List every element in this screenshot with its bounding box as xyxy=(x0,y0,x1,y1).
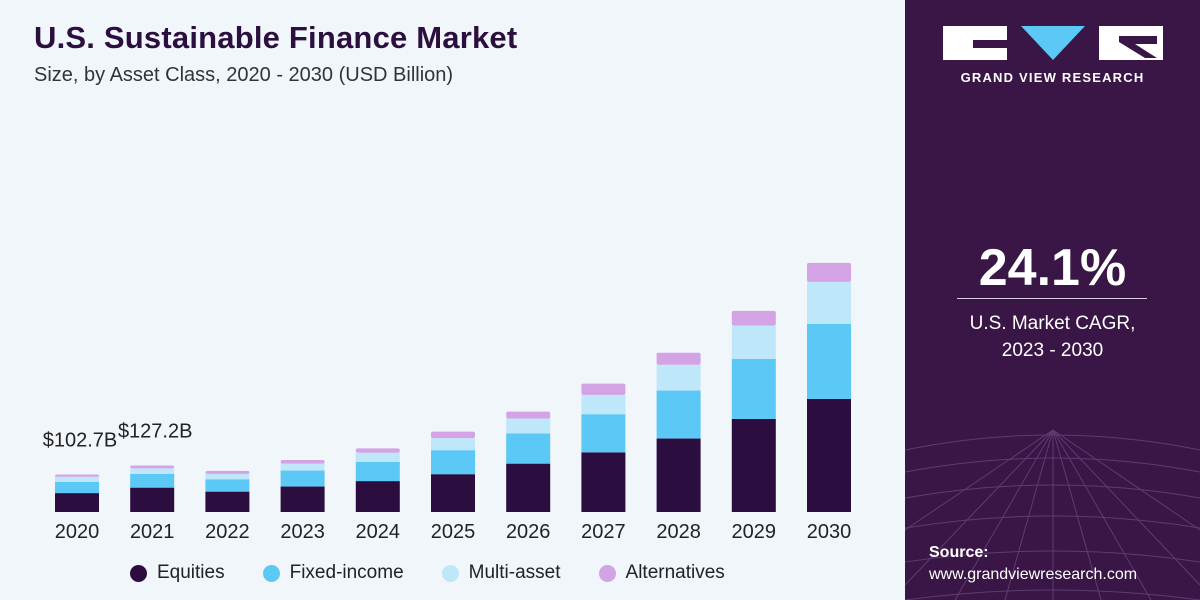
bar-2027-multi-asset xyxy=(581,394,626,415)
bar-2022-multi-asset xyxy=(205,473,250,480)
x-tick-label-2030: 2030 xyxy=(807,521,852,543)
x-tick-label-2025: 2025 xyxy=(431,521,476,543)
legend-label-equities: Equities xyxy=(157,562,225,583)
data-label-2020: $102.7B xyxy=(43,430,118,452)
bar-2021-fixed-income xyxy=(130,473,175,488)
bar-2029-alternatives xyxy=(731,310,776,326)
bar-2022-alternatives xyxy=(205,470,250,474)
cagr-label-line2: 2023 - 2030 xyxy=(1001,340,1104,361)
stacked-bar-chart: 2020 2021 2022 2023 2024 2025 2026 2027 2028 2029… xyxy=(43,262,852,543)
x-tick-label-2028: 2028 xyxy=(656,521,701,543)
bar-2025-equities xyxy=(431,474,475,512)
x-tick-label-2026: 2026 xyxy=(506,521,551,543)
bar-2021-alternatives xyxy=(130,465,175,469)
bar-2028-equities xyxy=(656,438,701,512)
bar-2021-multi-asset xyxy=(130,468,175,474)
cagr-value: 24.1% xyxy=(978,239,1127,297)
bar-2025-alternatives xyxy=(431,431,475,439)
bar-2026-fixed-income xyxy=(506,433,551,464)
bar-2029-fixed-income xyxy=(731,358,776,419)
legend-label-fixed-income: Fixed-income xyxy=(289,562,404,583)
side-panel: GRAND VIEW RESEARCH 24.1% U.S. Market CA… xyxy=(905,0,1200,600)
cagr-label: U.S. Market CAGR, 2023 - 2030 xyxy=(905,310,1200,364)
bar-2023-multi-asset xyxy=(280,463,325,471)
bar-2020-fixed-income xyxy=(55,481,99,494)
bar-2024-equities xyxy=(355,481,400,512)
x-tick-label-2027: 2027 xyxy=(581,521,626,543)
bar-2028-alternatives xyxy=(656,352,701,365)
bar-2021-equities xyxy=(130,487,175,512)
legend-swatch-fixed-income xyxy=(262,564,280,582)
legend-item-alternatives: Alternatives xyxy=(598,562,725,584)
legend-swatch-multi-asset xyxy=(441,564,459,582)
bar-2030-alternatives xyxy=(807,262,851,282)
bar-2024-multi-asset xyxy=(355,452,400,462)
legend-item-equities: Equities xyxy=(130,562,225,584)
bar-2022-equities xyxy=(205,491,250,512)
brand-name: GRAND VIEW RESEARCH xyxy=(960,70,1145,85)
bar-2027-alternatives xyxy=(581,383,626,395)
data-label-2021: $127.2B xyxy=(118,420,193,442)
bar-2026-alternatives xyxy=(506,411,551,419)
bar-2024-fixed-income xyxy=(355,461,400,482)
bar-2023-alternatives xyxy=(280,460,325,464)
legend-item-fixed-income: Fixed-income xyxy=(262,562,404,584)
bar-2027-equities xyxy=(581,452,626,512)
bar-2025-multi-asset xyxy=(431,438,475,451)
bar-2029-multi-asset xyxy=(731,325,776,359)
cagr-divider xyxy=(957,298,1147,299)
chart-title: U.S. Sustainable Finance Market xyxy=(34,20,518,55)
gvr-logo-icon xyxy=(943,26,1163,60)
bar-2029-equities xyxy=(731,418,776,512)
chart-subtitle: Size, by Asset Class, 2020 - 2030 (USD B… xyxy=(34,64,454,86)
legend-item-multi-asset: Multi-asset xyxy=(441,562,561,584)
bar-2030-equities xyxy=(807,398,851,512)
x-tick-label-2024: 2024 xyxy=(356,521,401,543)
bar-2022-fixed-income xyxy=(205,479,250,492)
bar-2020-alternatives xyxy=(55,474,99,477)
bar-2024-alternatives xyxy=(355,448,400,453)
chart-panel: U.S. Sustainable Finance Market Size, by… xyxy=(0,0,905,600)
legend: Equities Fixed-income Multi-asset Altern… xyxy=(130,562,725,584)
legend-label-multi-asset: Multi-asset xyxy=(468,562,561,583)
bar-2023-equities xyxy=(280,486,325,512)
bar-2026-equities xyxy=(506,463,551,512)
legend-swatch-equities xyxy=(130,564,147,582)
legend-label-alternatives: Alternatives xyxy=(625,562,725,583)
bar-2020-equities xyxy=(55,493,99,512)
bar-2028-multi-asset xyxy=(656,364,701,391)
bar-2030-fixed-income xyxy=(807,324,851,399)
bar-2023-fixed-income xyxy=(280,470,325,487)
x-tick-label-2023: 2023 xyxy=(280,521,325,543)
source-link[interactable]: www.grandviewresearch.com xyxy=(929,566,1138,583)
bar-2030-multi-asset xyxy=(807,281,851,324)
x-tick-label-2022: 2022 xyxy=(205,521,250,543)
x-tick-label-2029: 2029 xyxy=(732,521,777,543)
bar-2020-multi-asset xyxy=(55,476,99,482)
x-tick-label-2021: 2021 xyxy=(130,521,175,543)
x-tick-label-2020: 2020 xyxy=(55,521,100,543)
perspective-grid-decoration xyxy=(905,429,1200,600)
cagr-label-line1: U.S. Market CAGR, xyxy=(969,313,1136,334)
bar-2028-fixed-income xyxy=(656,390,701,439)
bar-2027-fixed-income xyxy=(581,414,626,453)
legend-swatch-alternatives xyxy=(598,564,616,582)
bar-2026-multi-asset xyxy=(506,418,551,434)
bar-2025-fixed-income xyxy=(431,450,475,475)
source-label: Source: xyxy=(929,544,989,561)
